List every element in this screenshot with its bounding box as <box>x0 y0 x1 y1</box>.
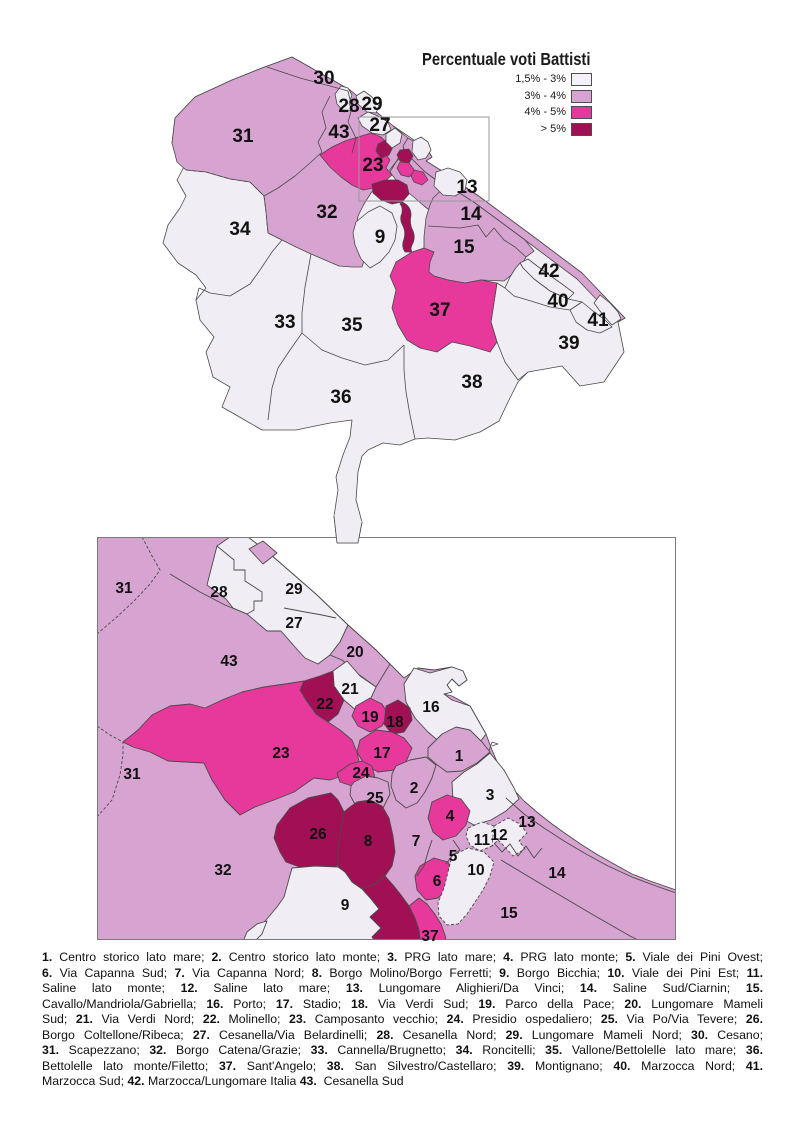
svg-text:7: 7 <box>412 833 421 850</box>
svg-text:31: 31 <box>232 126 254 147</box>
svg-text:9: 9 <box>375 227 386 248</box>
svg-text:29: 29 <box>361 94 382 115</box>
svg-text:28: 28 <box>338 96 359 117</box>
svg-text:9: 9 <box>341 897 350 914</box>
svg-text:10: 10 <box>467 862 484 879</box>
svg-text:32: 32 <box>316 202 337 223</box>
svg-text:20: 20 <box>346 644 363 661</box>
svg-text:21: 21 <box>341 681 359 698</box>
svg-text:41: 41 <box>587 310 609 331</box>
svg-text:15: 15 <box>500 905 518 922</box>
svg-text:27: 27 <box>369 115 390 136</box>
svg-text:32: 32 <box>214 862 231 879</box>
svg-text:39: 39 <box>558 333 579 354</box>
svg-text:12: 12 <box>490 827 507 844</box>
svg-text:23: 23 <box>272 745 290 762</box>
svg-text:36: 36 <box>330 387 351 408</box>
svg-text:8: 8 <box>364 833 373 850</box>
svg-text:15: 15 <box>453 237 475 258</box>
svg-text:34: 34 <box>229 219 251 240</box>
svg-text:14: 14 <box>548 865 566 882</box>
svg-text:38: 38 <box>461 372 482 393</box>
svg-text:42: 42 <box>538 261 559 282</box>
svg-text:19: 19 <box>361 709 379 726</box>
svg-text:43: 43 <box>328 122 349 143</box>
svg-text:25: 25 <box>366 790 384 807</box>
svg-text:2: 2 <box>410 780 419 797</box>
svg-text:18: 18 <box>386 714 404 731</box>
svg-text:37: 37 <box>429 300 450 321</box>
svg-text:6: 6 <box>433 873 442 890</box>
svg-text:22: 22 <box>316 696 333 713</box>
svg-text:17: 17 <box>373 745 390 762</box>
svg-text:13: 13 <box>456 177 477 198</box>
svg-text:31: 31 <box>115 580 133 597</box>
svg-text:37: 37 <box>421 928 438 945</box>
svg-text:29: 29 <box>285 581 303 598</box>
svg-text:16: 16 <box>422 699 440 716</box>
svg-text:1: 1 <box>455 748 464 765</box>
svg-text:35: 35 <box>341 315 363 336</box>
svg-text:30: 30 <box>313 68 334 89</box>
svg-text:31: 31 <box>123 766 141 783</box>
svg-text:23: 23 <box>362 155 383 176</box>
svg-text:4: 4 <box>446 808 455 825</box>
svg-text:11: 11 <box>474 832 491 849</box>
svg-text:27: 27 <box>285 615 302 632</box>
svg-text:33: 33 <box>274 312 295 333</box>
svg-text:28: 28 <box>210 584 228 601</box>
svg-text:3: 3 <box>486 787 495 804</box>
svg-text:5: 5 <box>449 848 458 865</box>
svg-text:40: 40 <box>547 291 568 312</box>
svg-text:26: 26 <box>309 826 327 843</box>
svg-text:13: 13 <box>518 814 536 831</box>
svg-text:43: 43 <box>220 653 238 670</box>
svg-text:14: 14 <box>460 204 482 225</box>
svg-text:24: 24 <box>352 765 370 782</box>
